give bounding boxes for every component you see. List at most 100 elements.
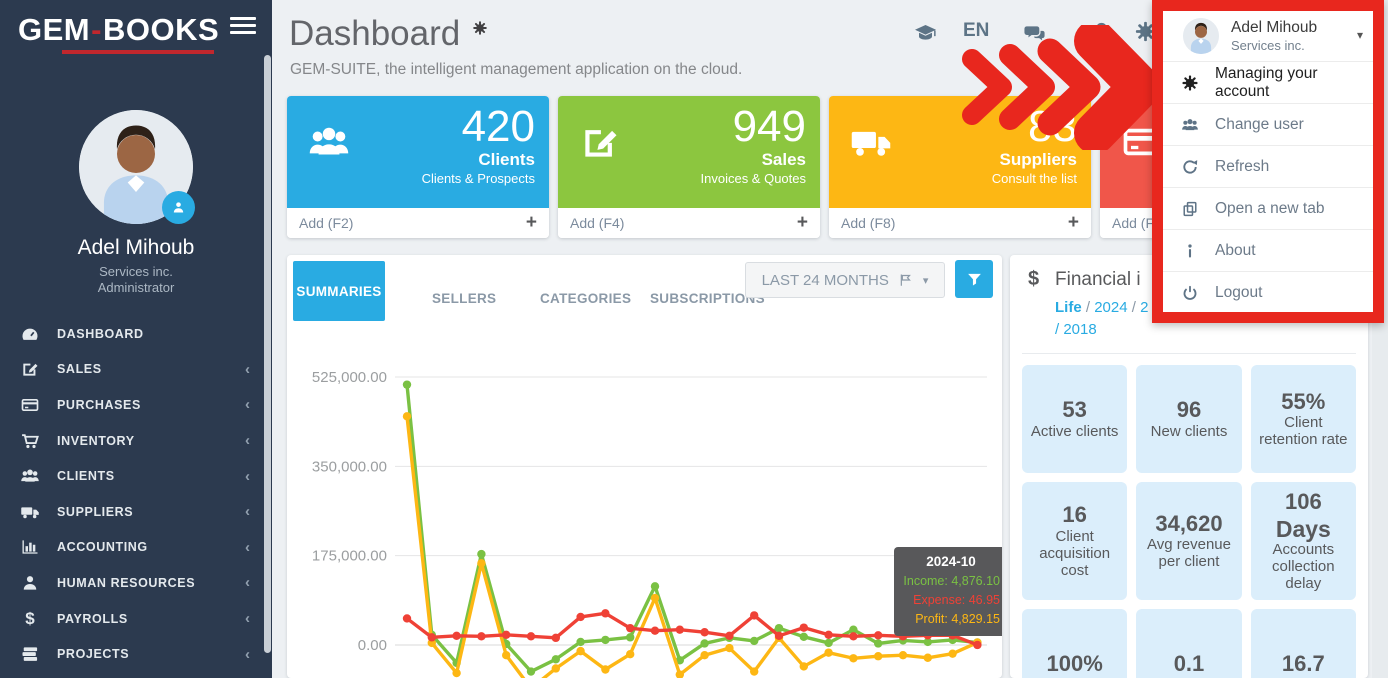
- sidebar-user-meta: Services inc. Administrator: [0, 264, 272, 297]
- plus-icon[interactable]: +: [525, 212, 537, 233]
- power-icon: [1181, 284, 1199, 302]
- sidebar-item-accounting[interactable]: ACCOUNTING ‹: [0, 530, 264, 566]
- copy-icon: [1181, 200, 1199, 218]
- svg-text:0.00: 0.00: [358, 637, 387, 654]
- sidebar-item-payrolls[interactable]: $ PAYROLLS ‹: [0, 601, 264, 637]
- link-2018[interactable]: / 2018: [1055, 321, 1097, 338]
- caret-down-icon: ▾: [1356, 28, 1363, 42]
- list-icon: [20, 644, 40, 664]
- menu-item-refresh[interactable]: Refresh: [1163, 145, 1373, 187]
- stat-card-clients[interactable]: 420 Clients Clients & Prospects Add (F2)…: [287, 96, 549, 238]
- language-selector[interactable]: EN: [963, 20, 990, 41]
- chat-icon[interactable]: [1022, 22, 1047, 45]
- sidebar-item-purchases[interactable]: PURCHASES ‹: [0, 387, 264, 423]
- page-subtitle: GEM-SUITE, the intelligent management ap…: [290, 61, 743, 78]
- edit-icon: [20, 359, 40, 379]
- sidebar-item-projects[interactable]: PROJECTS ‹: [0, 636, 264, 672]
- refresh-icon: [1181, 158, 1199, 176]
- tab-subscriptions[interactable]: SUBSCRIPTIONS: [650, 291, 765, 306]
- stat-cards-row: 420 Clients Clients & Prospects Add (F2)…: [287, 96, 1362, 238]
- chevron-left-icon: ‹: [245, 360, 250, 378]
- sidebar-user-company: Services inc.: [99, 264, 173, 279]
- sidebar-item-sales[interactable]: SALES ‹: [0, 352, 264, 388]
- truck-icon: [20, 502, 40, 522]
- stat-card-suppliers[interactable]: 83 Suppliers Consult the list Add (F8) +: [829, 96, 1091, 238]
- dollar-icon: $: [1028, 268, 1040, 290]
- chevron-left-icon: ‹: [245, 574, 250, 592]
- kpi-avg-revenue: 34,620 Avg revenue per client: [1136, 482, 1242, 600]
- sidebar-item-clients[interactable]: CLIENTS ‹: [0, 458, 264, 494]
- cart-icon: [20, 431, 40, 451]
- kpi-new-clients: 96 New clients: [1136, 365, 1242, 473]
- tab-sellers[interactable]: SELLERS: [432, 291, 497, 306]
- add-client-action[interactable]: Add (F2) +: [287, 208, 549, 238]
- truck-icon: [849, 120, 893, 164]
- svg-text:175,000.00: 175,000.00: [312, 548, 387, 565]
- svg-text:350,000.00: 350,000.00: [312, 458, 387, 475]
- chart-tooltip: 2024-10 Income: 4,876.10 Expense: 46.95 …: [894, 547, 1002, 637]
- plus-icon[interactable]: +: [1067, 212, 1079, 233]
- sidebar-item-suppliers[interactable]: SUPPLIERS ‹: [0, 494, 264, 530]
- menu-item-managing-account[interactable]: Managing your account: [1163, 61, 1373, 103]
- menu-item-change-user[interactable]: Change user: [1163, 103, 1373, 145]
- sidebar-item-human-resources[interactable]: HUMAN RESOURCES ‹: [0, 565, 264, 601]
- kpi-active-clients: 53 Active clients: [1022, 365, 1128, 473]
- user-menu-highlight-box: Adel Mihoub Services inc. ▾ Managing you…: [1152, 0, 1384, 323]
- chevron-left-icon: ‹: [245, 645, 250, 663]
- add-supplier-action[interactable]: Add (F8) +: [829, 208, 1091, 238]
- stat-card-sales[interactable]: 949 Sales Invoices & Quotes Add (F4) +: [558, 96, 820, 238]
- dollar-icon: $: [25, 608, 35, 628]
- kpi-tiles-grid: 53 Active clients 96 New clients 55% Cli…: [1022, 365, 1356, 678]
- menu-item-open-new-tab[interactable]: Open a new tab: [1163, 187, 1373, 229]
- sidebar-scrollbar[interactable]: [264, 55, 271, 653]
- chip-user-name: Adel Mihoub: [1231, 19, 1318, 36]
- user-chip[interactable]: Adel Mihoub Services inc. ▾: [1163, 11, 1373, 61]
- chevron-left-icon: ‹: [245, 396, 250, 414]
- logo-dash: -: [91, 12, 102, 47]
- add-sale-action[interactable]: Add (F4) +: [558, 208, 820, 238]
- funnel-icon: [966, 271, 983, 288]
- dashboard-settings-gear-icon[interactable]: [472, 20, 488, 36]
- suppliers-count: 83: [1028, 102, 1077, 151]
- info-icon: [1181, 242, 1199, 260]
- link-life[interactable]: Life: [1055, 299, 1082, 316]
- menu-toggle-icon[interactable]: [230, 17, 256, 38]
- person-icon: [20, 573, 40, 593]
- sidebar-user-role: Administrator: [97, 280, 175, 296]
- kpi-tile-7: 100%: [1022, 609, 1128, 678]
- tab-summaries[interactable]: SUMMARIES: [293, 261, 385, 321]
- flag-icon: [898, 272, 914, 288]
- chevron-left-icon: ‹: [245, 538, 250, 556]
- plus-icon[interactable]: +: [796, 212, 808, 233]
- link-2024[interactable]: 2024: [1094, 299, 1128, 316]
- page-title: Dashboard: [289, 14, 461, 53]
- period-filter-links: Life / 2024 / 2: [1055, 299, 1149, 316]
- kpi-tile-9: 16.7: [1250, 609, 1356, 678]
- chip-user-company: Services inc.: [1231, 38, 1305, 53]
- chevron-left-icon: ‹: [245, 467, 250, 485]
- filter-button[interactable]: [955, 260, 993, 298]
- period-selector-button[interactable]: LAST 24 MONTHS ▾: [745, 262, 945, 298]
- financial-indicators-panel: $ Financial i Life / 2024 / 2 / 2018 53 …: [1010, 255, 1368, 678]
- sidebar-item-dashboard[interactable]: DASHBOARD: [0, 316, 264, 352]
- chevron-left-icon: ‹: [245, 503, 250, 521]
- financial-panel-title: Financial i: [1055, 269, 1141, 290]
- income-expense-profit-chart[interactable]: 525,000.00 350,000.00 175,000.00 0.00: [287, 355, 1002, 678]
- clients-count: 420: [461, 102, 535, 151]
- gauge-icon: [20, 324, 40, 344]
- app-logo[interactable]: GEM-BOOKS: [18, 12, 220, 47]
- notifications-bell-icon[interactable]: [1090, 19, 1113, 43]
- user-dropdown-menu: Managing your account Change user Refres…: [1163, 61, 1373, 313]
- sidebar-item-inventory[interactable]: INVENTORY ‹: [0, 423, 264, 459]
- user-avatar-small: [1183, 18, 1219, 54]
- tab-categories[interactable]: CATEGORIES: [540, 291, 632, 306]
- menu-item-about[interactable]: About: [1163, 229, 1373, 271]
- link-year[interactable]: 2: [1140, 299, 1149, 316]
- sidebar: GEM-BOOKS Adel Mihoub Services inc. Admi…: [0, 0, 272, 678]
- caret-down-icon: ▾: [922, 274, 929, 287]
- academy-icon[interactable]: [912, 21, 939, 45]
- menu-item-logout[interactable]: Logout: [1163, 271, 1373, 313]
- chevron-left-icon: ‹: [245, 432, 250, 450]
- edit-icon: [578, 120, 622, 164]
- chevron-left-icon: ‹: [245, 610, 250, 628]
